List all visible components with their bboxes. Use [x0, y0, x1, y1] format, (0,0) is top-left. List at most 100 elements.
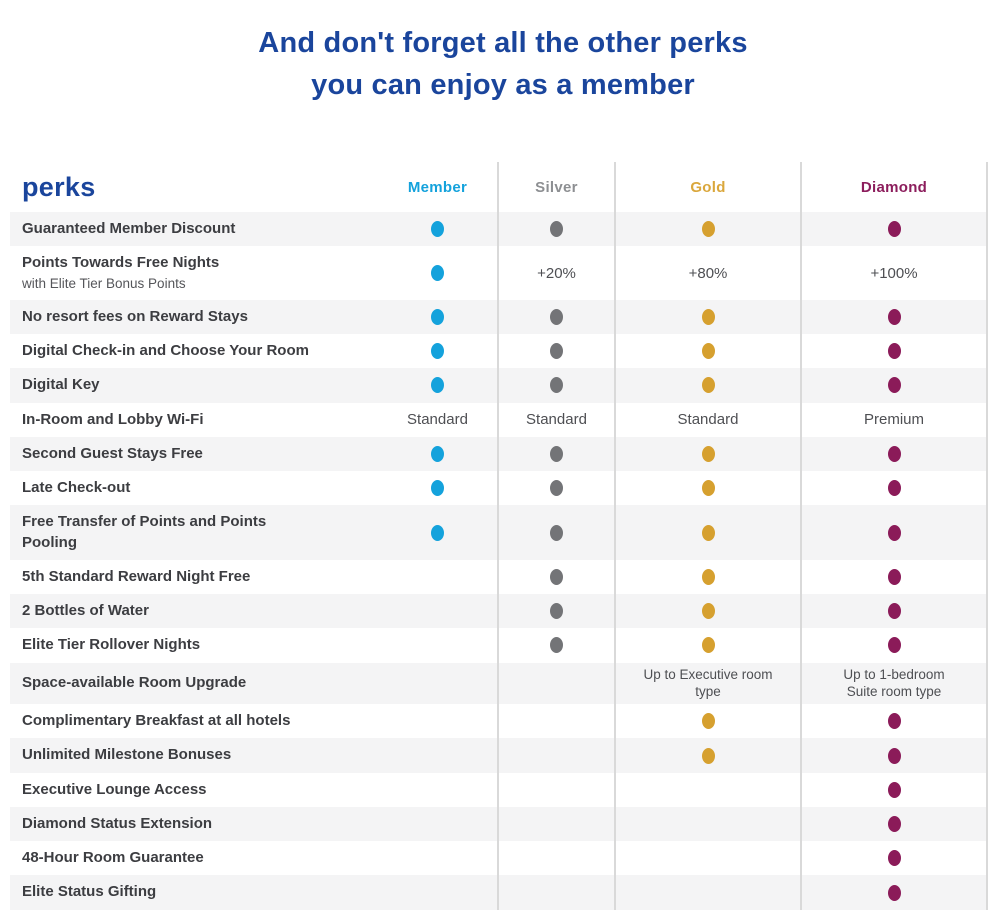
diamond-cell	[800, 875, 988, 910]
diamond-cell	[800, 772, 988, 807]
member-cell	[378, 738, 497, 772]
table-row: 5th Standard Reward Night Free	[10, 559, 988, 595]
table-row: Guaranteed Member Discount	[10, 212, 988, 247]
member-cell	[378, 505, 497, 560]
diamond-cell	[800, 299, 988, 335]
perk-label: Space-available Room Upgrade	[22, 674, 247, 692]
member-cell	[378, 875, 497, 909]
member-dot-icon	[431, 265, 444, 282]
member-cell	[378, 334, 497, 368]
diamond-cell: Up to 1-bedroom Suite room type	[800, 662, 988, 705]
perk-label: Digital Key	[22, 376, 100, 394]
member-cell	[378, 773, 497, 807]
diamond-cell	[800, 505, 988, 560]
gold-value: Up to Executive room type	[643, 666, 773, 700]
diamond-dot-icon	[887, 637, 901, 654]
silver-dot-icon	[550, 221, 563, 238]
member-dot-icon	[431, 524, 444, 541]
perk-label: 2 Bottles of Water	[22, 602, 149, 620]
silver-cell: Standard	[497, 402, 614, 437]
member-cell	[378, 807, 497, 841]
table-row: In-Room and Lobby Wi-Fi Standard Standard S…	[10, 402, 988, 437]
silver-cell	[497, 772, 614, 807]
gold-cell	[614, 772, 800, 807]
diamond-cell	[800, 704, 988, 739]
silver-dot-icon	[550, 603, 563, 620]
diamond-dot-icon	[887, 308, 901, 325]
diamond-dot-icon	[887, 524, 901, 541]
silver-cell	[497, 841, 614, 876]
gold-cell	[614, 436, 800, 472]
silver-cell	[497, 334, 614, 369]
silver-dot-icon	[550, 524, 563, 541]
table-row: Late Check-out	[10, 471, 988, 506]
perk-label-cell: Unlimited Milestone Bonuses	[10, 738, 378, 772]
tier-header-diamond: Diamond	[800, 162, 988, 213]
member-cell	[378, 246, 497, 299]
gold-cell: Standard	[614, 402, 800, 437]
silver-cell	[497, 299, 614, 335]
table-row: Executive Lounge Access	[10, 772, 988, 807]
gold-dot-icon	[701, 221, 715, 238]
diamond-cell	[800, 738, 988, 773]
table-row: Points Towards Free Nights with Elite Tie…	[10, 246, 988, 300]
diamond-dot-icon	[887, 816, 901, 833]
perk-label: Points Towards Free Nights with Elite Tie…	[22, 253, 219, 292]
diamond-cell: +100%	[800, 246, 988, 300]
table-row: Elite Status Gifting	[10, 875, 988, 910]
member-cell	[378, 628, 497, 662]
perk-label-cell: Elite Status Gifting	[10, 875, 378, 909]
perk-label: Free Transfer of Points and Points Pooli…	[22, 513, 267, 551]
perk-label: Guaranteed Member Discount	[22, 220, 236, 238]
gold-dot-icon	[701, 568, 715, 585]
member-dot-icon	[431, 377, 444, 394]
table-row: 48-Hour Room Guarantee	[10, 841, 988, 876]
silver-dot-icon	[550, 568, 563, 585]
diamond-value: Up to 1-bedroom Suite room type	[843, 666, 945, 700]
perk-label-cell: Complimentary Breakfast at all hotels	[10, 704, 378, 738]
perk-label: Second Guest Stays Free	[22, 444, 203, 462]
perk-label-cell: In-Room and Lobby Wi-Fi	[10, 403, 378, 437]
silver-value: Standard	[526, 411, 587, 429]
silver-cell	[497, 738, 614, 773]
tier-header-gold: Gold	[614, 162, 800, 213]
perk-label: 5th Standard Reward Night Free	[22, 567, 251, 585]
diamond-dot-icon	[887, 603, 901, 620]
diamond-dot-icon	[887, 747, 901, 764]
silver-cell: +20%	[497, 246, 614, 300]
diamond-dot-icon	[887, 713, 901, 730]
perk-label-cell: 5th Standard Reward Night Free	[10, 560, 378, 594]
perk-sublabel: with Elite Tier Bonus Points	[22, 275, 186, 291]
gold-cell	[614, 704, 800, 739]
perk-label-cell: Executive Lounge Access	[10, 773, 378, 807]
member-cell	[378, 437, 497, 471]
perk-label: Digital Check-in and Choose Your Room	[22, 342, 309, 360]
member-dot-icon	[431, 480, 444, 497]
silver-dot-icon	[550, 445, 563, 462]
tier-header-member: Member	[407, 178, 468, 196]
gold-cell	[614, 628, 800, 663]
diamond-dot-icon	[887, 377, 901, 394]
perk-label-cell: 48-Hour Room Guarantee	[10, 841, 378, 875]
silver-value: +20%	[537, 264, 576, 282]
diamond-cell	[800, 806, 988, 842]
silver-cell	[497, 875, 614, 910]
gold-dot-icon	[701, 637, 715, 654]
perk-label: Late Check-out	[22, 479, 131, 497]
perk-label-cell: Diamond Status Extension	[10, 807, 378, 841]
perk-label: No resort fees on Reward Stays	[22, 307, 248, 325]
table-row: Diamond Status Extension	[10, 806, 988, 842]
member-cell	[378, 560, 497, 594]
diamond-cell	[800, 841, 988, 876]
gold-dot-icon	[701, 445, 715, 462]
gold-value: Standard	[677, 411, 739, 429]
perk-label-cell: Free Transfer of Points and Points Pooli…	[10, 505, 378, 560]
perks-table: perks Member Silver Gold Diamond Guaranteed…	[10, 162, 988, 910]
page-title-line1: And don't forget all the other perks	[258, 27, 748, 59]
perk-label-cell: Guaranteed Member Discount	[10, 212, 378, 246]
member-cell	[378, 663, 497, 705]
member-dot-icon	[431, 221, 444, 238]
silver-dot-icon	[550, 637, 563, 654]
perk-label-cell: Second Guest Stays Free	[10, 437, 378, 471]
silver-cell	[497, 559, 614, 595]
